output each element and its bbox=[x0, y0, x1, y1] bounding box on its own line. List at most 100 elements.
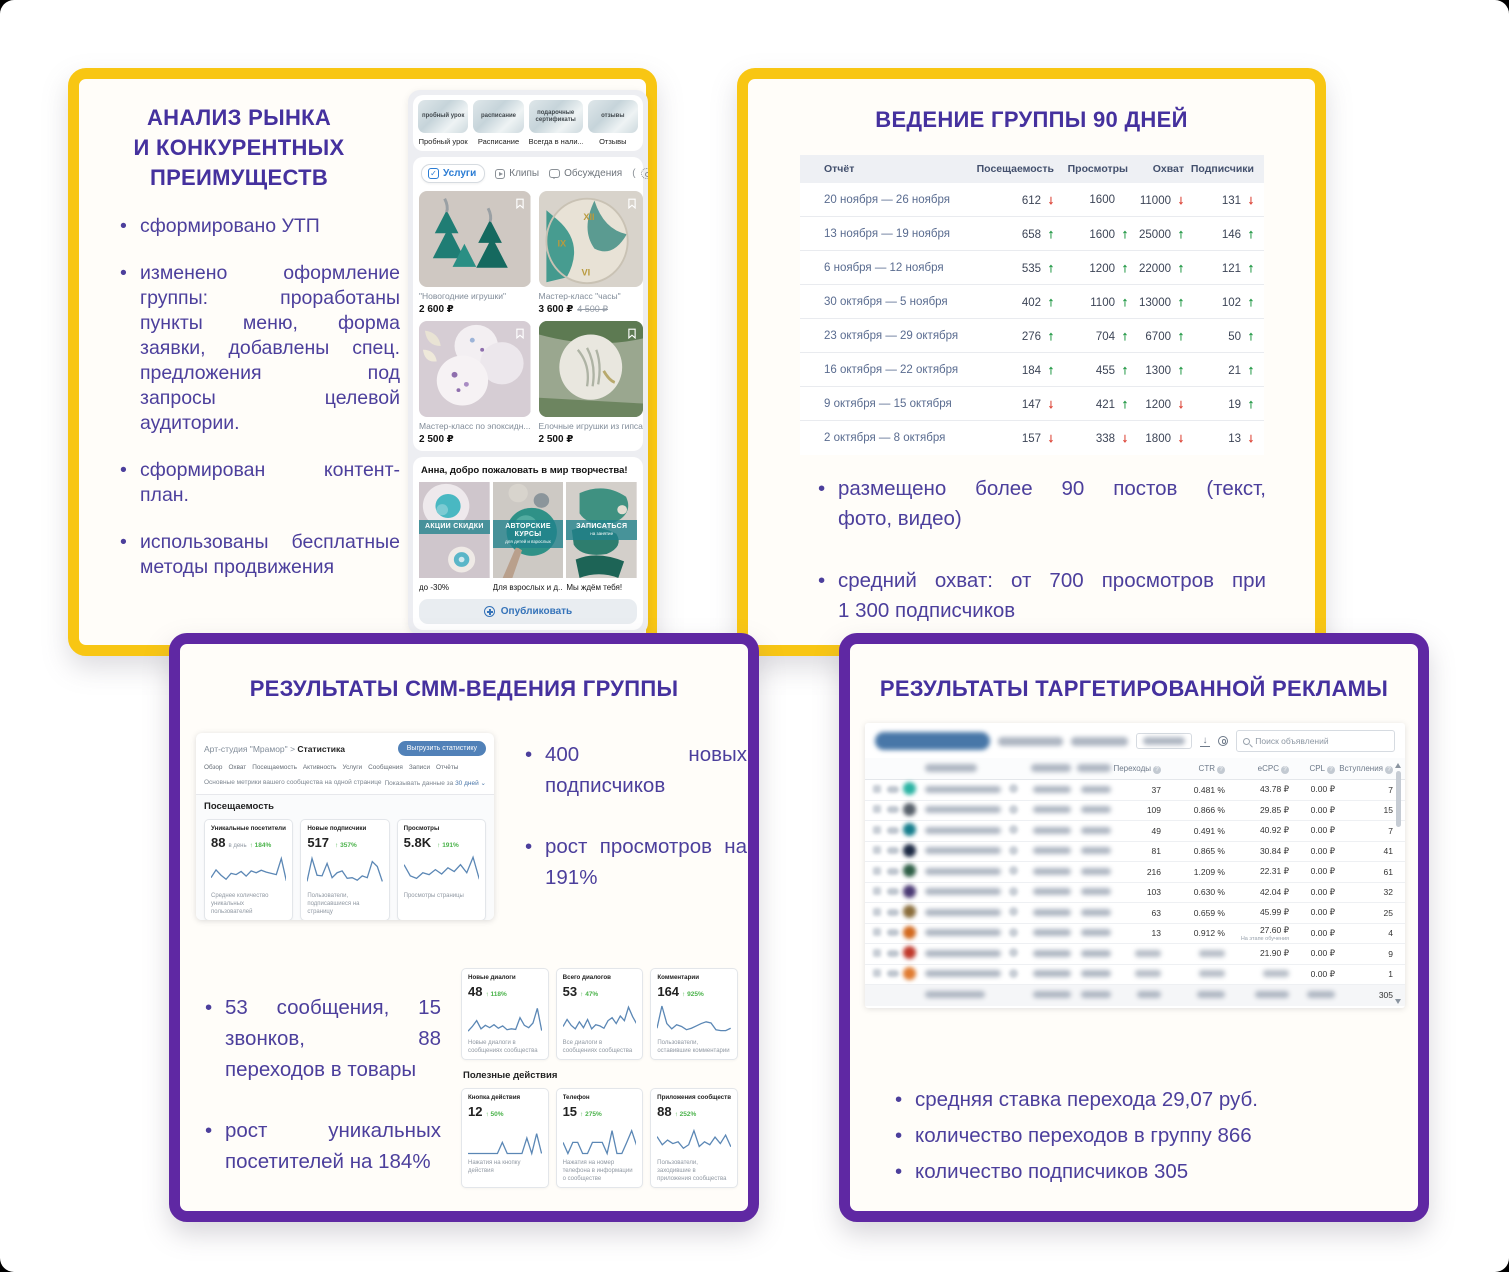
vk-menu-tile[interactable]: отзывы Отзывы bbox=[587, 100, 638, 146]
ads-table-row[interactable]: 0.00 ₽ 1 bbox=[865, 965, 1405, 985]
report-table-row: 23 октября — 29 октября 276 704 6700 50 bbox=[800, 319, 1264, 353]
report-table-header: Отчёт Посещаемость Просмотры Охват Подпи… bbox=[800, 155, 1264, 183]
sparkline-chart bbox=[211, 853, 286, 889]
stats-tab[interactable]: Записи bbox=[408, 764, 431, 771]
report-table-row: 9 октября — 15 октября 147 421 1200 19 bbox=[800, 387, 1264, 421]
post-caption: Для взрослых и д... bbox=[492, 583, 564, 592]
svg-text:XII: XII bbox=[583, 211, 594, 222]
vk-stats-screenshot: Арт-студия "Мрамор" > Статистика Выгрузи… bbox=[196, 733, 494, 920]
col-joins: Вступления? bbox=[1335, 764, 1393, 774]
bullet-content-plan: сформирован контент-план. bbox=[120, 458, 400, 508]
ads-table-row[interactable]: 13 0.912 % 27.60 ₽ На этапе обучения 0.00… bbox=[865, 924, 1405, 944]
post-image-courses[interactable]: АВТОРСКИЕ КУРСЫ для детей и взрослых bbox=[492, 482, 564, 578]
card-ads-title: РЕЗУЛЬТАТЫ ТАРГЕТИРОВАННОЙ РЕКЛАМЫ bbox=[879, 676, 1389, 701]
services-check-icon: ✓ bbox=[428, 168, 439, 179]
vk-menu-tile[interactable]: пробный урок Пробный урок bbox=[418, 100, 469, 146]
ads-search-input[interactable] bbox=[1255, 736, 1389, 746]
report-table-row: 13 ноября — 19 ноября 658 1600 25000 146 bbox=[800, 217, 1264, 251]
post-caption: до -30% bbox=[419, 583, 450, 592]
stats-range-select[interactable]: Показывать данные за 30 дней ⌄ bbox=[384, 780, 486, 787]
sparkline-chart bbox=[563, 1002, 637, 1036]
ads-table-header: Переходы? CTR? eCPC? CPL? Вступления? bbox=[865, 758, 1405, 780]
ads-table-row[interactable]: 103 0.630 % 42.04 ₽ 0.00 ₽ 32 bbox=[865, 883, 1405, 903]
card-ninety-title: ВЕДЕНИЕ ГРУППЫ 90 ДНЕЙ bbox=[875, 107, 1188, 132]
ads-table-row[interactable]: 37 0.481 % 43.78 ₽ 0.00 ₽ 7 bbox=[865, 780, 1405, 801]
ad-avatar bbox=[903, 823, 916, 837]
post-image-signup[interactable]: ЗАПИСАТЬСЯ на занятие bbox=[566, 482, 638, 578]
vk-menu-tile-image: пробный урок bbox=[418, 100, 469, 133]
ads-table-row[interactable]: 216 1.209 % 22.31 ₽ 0.00 ₽ 61 bbox=[865, 862, 1405, 883]
product-card[interactable]: Мастер-класс по эпоксидн... 2 500 ₽ bbox=[419, 321, 531, 445]
ads-scrollbar[interactable] bbox=[1394, 763, 1402, 1004]
stats-tab[interactable]: Сообщения bbox=[368, 764, 403, 771]
blurred-actions-dropdown[interactable] bbox=[1135, 733, 1192, 749]
scroll-up-icon[interactable] bbox=[1395, 763, 1401, 768]
vk-menu-tile-image: расписание bbox=[473, 100, 524, 133]
publish-button[interactable]: Опубликовать bbox=[419, 599, 637, 624]
product-image-clock: XII IX VI bbox=[538, 191, 643, 287]
product-card[interactable]: XII IX VI Мастер-класс "часы" 3 600 ₽4 5… bbox=[538, 191, 643, 315]
sparkline-chart bbox=[404, 853, 479, 889]
vk-tab-discussions[interactable]: Обсуждения bbox=[549, 168, 622, 179]
ad-avatar bbox=[903, 946, 916, 960]
search-icon bbox=[1243, 737, 1251, 745]
breadcrumb-group: Арт-студия "Мрамор" bbox=[204, 743, 288, 754]
breadcrumb-page: Статистика bbox=[297, 743, 345, 754]
sparkline-chart bbox=[468, 1122, 542, 1156]
product-card[interactable]: Елочные игрушки из гипса 2 500 ₽ bbox=[538, 321, 643, 445]
bullet-avg-cpc: средняя ставка перехода 29,07 руб. bbox=[895, 1082, 1375, 1118]
download-icon[interactable]: ↓ bbox=[1199, 735, 1211, 747]
vk-menu-tile[interactable]: подарочные сертификаты Всегда в нали... bbox=[528, 100, 583, 146]
sparkline-chart bbox=[307, 853, 382, 889]
report-table-row: 2 октября — 8 октября 157 338 1800 13 bbox=[800, 421, 1264, 455]
report-table-row: 6 ноября — 12 ноября 535 1200 22000 121 bbox=[800, 251, 1264, 285]
product-card[interactable]: "Новогодние игрушки" 2 600 ₽ bbox=[419, 191, 531, 315]
stats-tab[interactable]: Посещаемость bbox=[252, 764, 297, 771]
stats-tab[interactable]: Услуги bbox=[342, 764, 363, 771]
vk-tab-services[interactable]: ✓ Услуги bbox=[421, 164, 486, 183]
card-market-title: АНАЛИЗ РЫНКА И КОНКУРЕНТНЫХ ПРЕИМУЩЕСТВ bbox=[133, 105, 345, 190]
ad-avatar bbox=[903, 905, 916, 919]
ad-avatar bbox=[903, 925, 916, 939]
ads-table-row[interactable]: 63 0.659 % 45.99 ₽ 0.00 ₽ 25 bbox=[865, 903, 1405, 924]
col-ctr: CTR? bbox=[1161, 764, 1225, 774]
stat-card: Уникальные посетители 88в день184% Средн… bbox=[204, 819, 294, 920]
ads-search-box bbox=[1236, 730, 1396, 752]
scroll-down-icon[interactable] bbox=[1395, 999, 1401, 1004]
ads-table-row[interactable]: 49 0.491 % 40.92 ₽ 0.00 ₽ 7 bbox=[865, 821, 1405, 842]
ad-avatar bbox=[903, 864, 916, 878]
stat-card: Кнопка действия 1250% Нажатия на кнопку … bbox=[461, 1088, 549, 1188]
export-stats-button[interactable]: Выгрузить статистику bbox=[397, 741, 486, 756]
post-image-sale[interactable]: АКЦИИ СКИДКИ bbox=[419, 482, 490, 578]
bullet-posts: размещено более 90 постов (текст,фото, в… bbox=[818, 474, 1266, 534]
stats-tab[interactable]: Отчёты bbox=[436, 764, 459, 771]
vk-tab-clips[interactable]: Клипы bbox=[495, 168, 539, 179]
gear-icon[interactable] bbox=[640, 168, 648, 179]
ads-table-row[interactable]: 21.90 ₽ 0.00 ₽ 9 bbox=[865, 944, 1405, 965]
ad-avatar bbox=[903, 843, 916, 857]
vk-post-images: АКЦИИ СКИДКИ АВТОРСКИЕ КУРСЫ для детей и … bbox=[419, 482, 638, 578]
blurred-primary-button[interactable] bbox=[875, 732, 991, 750]
ads-table-row[interactable]: 109 0.866 % 29.85 ₽ 0.00 ₽ 15 bbox=[865, 801, 1405, 821]
stats-tab[interactable]: Обзор bbox=[204, 764, 223, 771]
stats-tabs: Обзор Охват Посещаемость Активность Услуги Со… bbox=[196, 762, 494, 777]
ads-table-row[interactable]: 81 0.865 % 30.84 ₽ 0.00 ₽ 41 bbox=[865, 842, 1405, 862]
vk-menu-tile-image: подарочные сертификаты bbox=[528, 100, 583, 133]
col-cpl: CPL? bbox=[1289, 764, 1335, 774]
scroll-thumb[interactable] bbox=[1395, 771, 1401, 827]
stats-tab[interactable]: Охват bbox=[228, 764, 247, 771]
vk-menu-tile[interactable]: расписание Расписание bbox=[473, 100, 524, 146]
market-bullet-list: сформировано УТП изменено оформлениегруп… bbox=[120, 214, 400, 602]
vk-activity-screenshot: Новые диалоги 48118% Новые диалоги в соо… bbox=[461, 968, 739, 1188]
card-targeted-ads: РЕЗУЛЬТАТЫ ТАРГЕТИРОВАННОЙ РЕКЛАМЫ ↓ bbox=[839, 633, 1429, 1222]
stats-tab[interactable]: Активность bbox=[302, 764, 337, 771]
settings-gear-icon[interactable] bbox=[1218, 736, 1229, 746]
